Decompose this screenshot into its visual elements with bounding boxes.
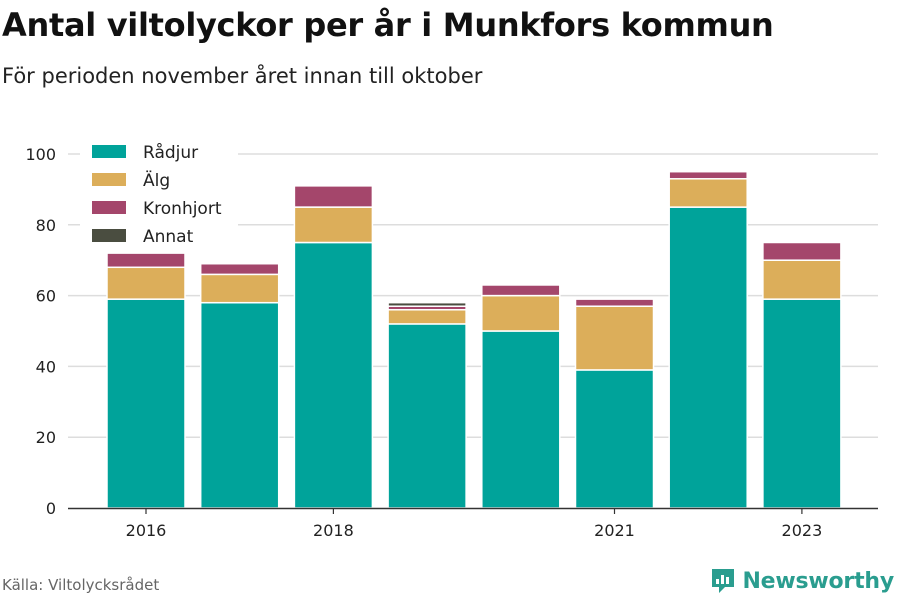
legend-label: Kronhjort — [143, 199, 222, 219]
bar-segment-kronhjort-2017 — [199, 262, 280, 276]
bar-segment-rådjur-2023 — [762, 298, 842, 509]
newsworthy-logo-icon — [712, 569, 735, 593]
legend: Rådjur Älg Kronhjort Annat — [80, 138, 238, 252]
bar-segment-älg-2021 — [574, 305, 655, 371]
chart-title: Antal viltolyckor per år i Munkfors komm… — [2, 6, 774, 44]
y-tick-label: 20 — [36, 428, 56, 447]
bar-segment-kronhjort-2023 — [762, 241, 842, 261]
legend-swatch — [92, 145, 126, 158]
chart-subtitle: För perioden november året innan till ok… — [2, 64, 483, 88]
legend-swatch — [92, 229, 126, 242]
bar-segment-rådjur-2019 — [387, 323, 467, 509]
y-tick-label: 40 — [36, 357, 56, 376]
y-tick-label: 100 — [25, 145, 56, 164]
bar-segment-kronhjort-2022 — [668, 170, 748, 180]
bar-segment-kronhjort-2018 — [293, 185, 374, 208]
bar-segment-älg-2017 — [199, 273, 280, 304]
legend-label: Annat — [143, 227, 194, 247]
legend-label: Älg — [143, 170, 170, 191]
brand-name: Newsworthy — [742, 568, 894, 594]
bar-segment-älg-2018 — [293, 206, 374, 244]
bar-segment-älg-2019 — [387, 309, 467, 325]
bar-segment-rådjur-2020 — [481, 330, 561, 509]
bars — [106, 170, 842, 509]
bar-segment-annat-2019 — [387, 301, 467, 307]
bar-segment-rådjur-2017 — [199, 301, 280, 509]
bar-segment-älg-2023 — [762, 259, 842, 300]
bar-segment-älg-2020 — [481, 294, 561, 332]
bar-segment-älg-2016 — [106, 266, 186, 300]
bar-segment-kronhjort-2020 — [481, 284, 561, 297]
bar-segment-älg-2022 — [668, 178, 748, 208]
legend-swatch — [92, 201, 126, 214]
x-tick-label: 2018 — [313, 521, 354, 540]
legend-swatch — [92, 173, 126, 186]
bar-segment-kronhjort-2016 — [106, 252, 186, 269]
x-tick-label: 2021 — [594, 521, 635, 540]
y-tick-label: 0 — [46, 499, 56, 518]
bar-segment-rådjur-2021 — [574, 369, 655, 509]
bar-segment-rådjur-2022 — [668, 206, 748, 509]
stacked-bar-chart: 0 20 40 60 80 100 2016 2018 2021 2023 Rådjur Älg K… — [25, 138, 878, 540]
y-axis: 0 20 40 60 80 100 — [25, 145, 56, 518]
legend-label: Rådjur — [143, 142, 198, 163]
bar-segment-rådjur-2018 — [293, 241, 374, 509]
source-note: Källa: Viltolycksrådet — [2, 576, 160, 594]
y-tick-label: 80 — [36, 216, 56, 235]
brand-logo: Newsworthy — [710, 567, 894, 595]
x-axis: 2016 2018 2021 2023 — [68, 507, 878, 540]
x-tick-label: 2023 — [782, 521, 823, 540]
y-tick-label: 60 — [36, 287, 56, 306]
bar-segment-rådjur-2016 — [106, 298, 186, 509]
bar-segment-kronhjort-2021 — [574, 298, 655, 307]
x-tick-label: 2016 — [126, 521, 167, 540]
